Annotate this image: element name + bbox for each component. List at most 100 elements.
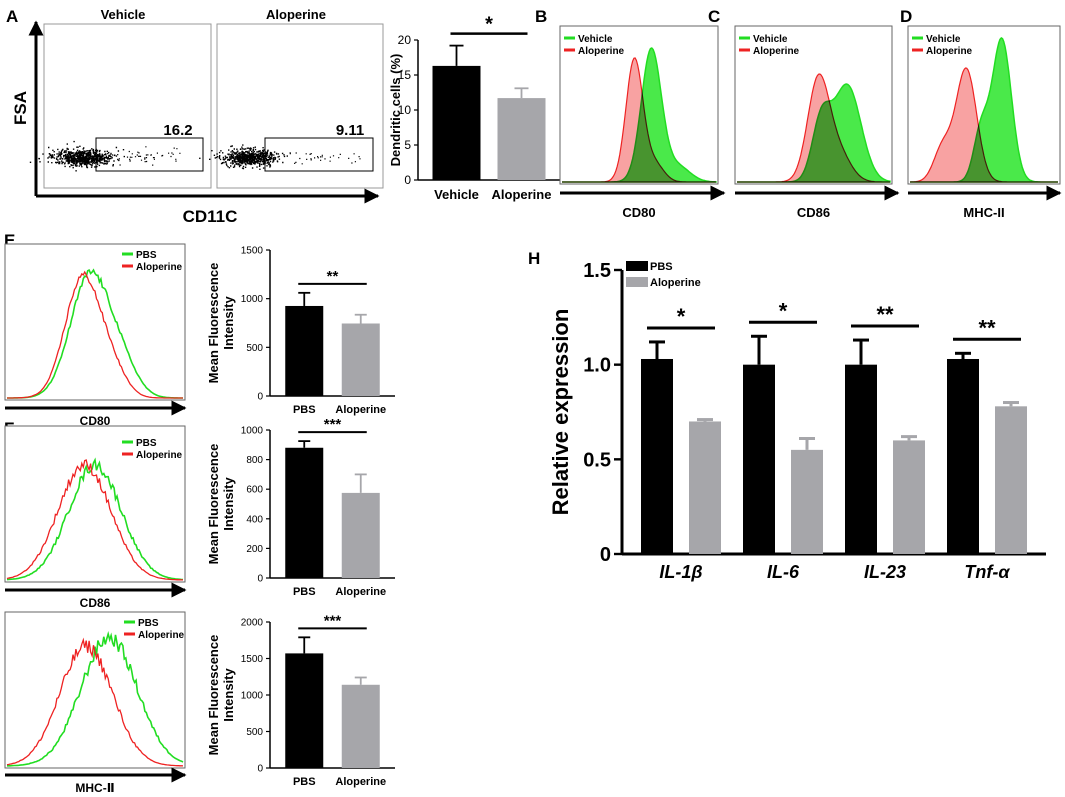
y-tick-label: 0 (404, 173, 411, 187)
a-dot-cloud-vehicle (29, 140, 181, 172)
a-y-axis-label: FSA (11, 91, 30, 125)
y-axis-label-line: Intensity (221, 477, 236, 531)
x-category-label: Aloperine (335, 776, 386, 788)
bar-chart-g: 0 500 1000 1500 2000 Mean FluorescenceIntensi… (206, 612, 395, 788)
y-tick-label: 0 (600, 544, 611, 566)
histogram-curve-red (562, 57, 716, 183)
legend-label: Aloperine (926, 46, 973, 57)
legend-label: PBS (136, 438, 157, 449)
dot-cloud-points (199, 144, 361, 170)
panel-label: B (535, 7, 547, 26)
bar (285, 653, 324, 768)
y-axis-label: Relative expression (548, 309, 573, 516)
x-category-label: Aloperine (335, 586, 386, 598)
a-dot-cloud-aloperine (199, 144, 361, 170)
y-tick-label: 15 (398, 68, 412, 82)
y-tick-label: 1.0 (583, 355, 611, 377)
y-tick-label: 400 (246, 514, 263, 525)
significance-label: * (485, 14, 493, 36)
y-tick-label: 600 (246, 485, 263, 496)
x-category-label: Aloperine (335, 404, 386, 416)
dot-cloud-points (29, 140, 181, 172)
x-category-label: IL-23 (864, 562, 906, 582)
bar-chart-h: 0 0.5 1.0 1.5 Relative expression IL-1β IL-6 IL… (548, 260, 1046, 582)
significance-label: * (677, 304, 686, 329)
histogram-curve-red (909, 67, 1058, 183)
bar (995, 406, 1027, 554)
histogram-g: GPBSAloperineMHC-Ⅱ (4, 611, 187, 795)
legend-label: Aloperine (136, 450, 183, 461)
y-axis-label: Mean FluorescenceIntensity (206, 635, 236, 756)
histogram-frame (4, 425, 186, 583)
bar-chart-f: 0 200 400 600 800 1000 Mean FluorescenceIntens… (206, 416, 395, 598)
y-tick-label: 10 (398, 103, 412, 117)
bar-chart-e: 0 500 1000 1500 Mean FluorescenceIntensity PB… (206, 246, 395, 416)
y-tick-label: 0.5 (583, 449, 611, 471)
x-axis-label: CD80 (622, 205, 655, 220)
x-axis-label: MHC-II (963, 205, 1004, 220)
y-tick-label: 1500 (241, 246, 264, 257)
x-axis-label: CD86 (80, 596, 111, 610)
bar (497, 98, 546, 180)
legend-label: PBS (650, 261, 673, 273)
legend-label: PBS (136, 250, 157, 261)
y-tick-label: 1.5 (583, 260, 611, 282)
panel-label: C (708, 7, 720, 26)
panel-label-a: A (6, 7, 18, 26)
x-category-label: Vehicle (434, 187, 479, 202)
x-category-label: PBS (293, 586, 316, 598)
y-axis-label-line: Intensity (221, 296, 236, 350)
x-category-label: PBS (293, 776, 316, 788)
significance-label: ** (876, 302, 894, 327)
bar (689, 421, 721, 554)
a-plot-title-vehicle: Vehicle (101, 7, 146, 22)
y-tick-label: 0 (257, 574, 263, 585)
bar (641, 358, 673, 554)
bar-chart-a: 0 5 10 15 20 Dendritic cells (%) Vehicle Aloper… (388, 14, 560, 202)
significance-label: *** (324, 612, 342, 629)
x-axis-label: CD86 (797, 205, 830, 220)
legend-label: Vehicle (926, 34, 961, 45)
y-axis-label-line: Mean Fluorescence (206, 444, 221, 565)
y-tick-label: 1500 (241, 654, 264, 665)
a-gate-aloperine (264, 137, 374, 172)
y-axis-label-line: Mean Fluorescence (206, 635, 221, 756)
x-category-label: PBS (293, 404, 316, 416)
legend-label: Aloperine (138, 630, 185, 641)
y-tick-label: 1000 (241, 294, 264, 305)
y-axis-label-line: Mean Fluorescence (206, 263, 221, 384)
significance-label: * (779, 298, 788, 323)
x-axis-label: MHC-Ⅱ (75, 781, 114, 795)
bar (947, 358, 979, 554)
y-tick-label: 1000 (241, 426, 264, 437)
bar (743, 364, 775, 554)
significance-label: ** (327, 268, 339, 285)
panel-a: A FSA CD11C Vehicle 16.2 Aloperine 9.11 (6, 7, 384, 226)
y-tick-label: 5 (404, 138, 411, 152)
bar (791, 449, 823, 554)
y-axis-label: Dendritic cells (%) (388, 54, 403, 167)
y-tick-label: 500 (246, 727, 263, 738)
bar (432, 65, 481, 180)
bar (893, 440, 925, 554)
legend-label: Aloperine (136, 262, 183, 273)
histogram-curve-red (6, 637, 184, 767)
bar (341, 492, 380, 578)
legend-label: PBS (138, 618, 159, 629)
a-dotplot-frame-vehicle (43, 23, 212, 189)
panel-label: E (4, 231, 15, 250)
histogram-curve-green (7, 631, 184, 767)
x-category-label: IL-1β (659, 562, 702, 582)
y-axis-label-line: Intensity (221, 668, 236, 722)
bar (341, 323, 380, 396)
panel-label-h: H (528, 249, 540, 268)
panel-label: D (900, 7, 912, 26)
a-gate-value-vehicle: 16.2 (163, 122, 192, 139)
legend-label: Vehicle (578, 34, 613, 45)
histogram-curve-green (7, 268, 183, 399)
histogram-frame (4, 243, 186, 401)
legend-label: Aloperine (753, 46, 800, 57)
